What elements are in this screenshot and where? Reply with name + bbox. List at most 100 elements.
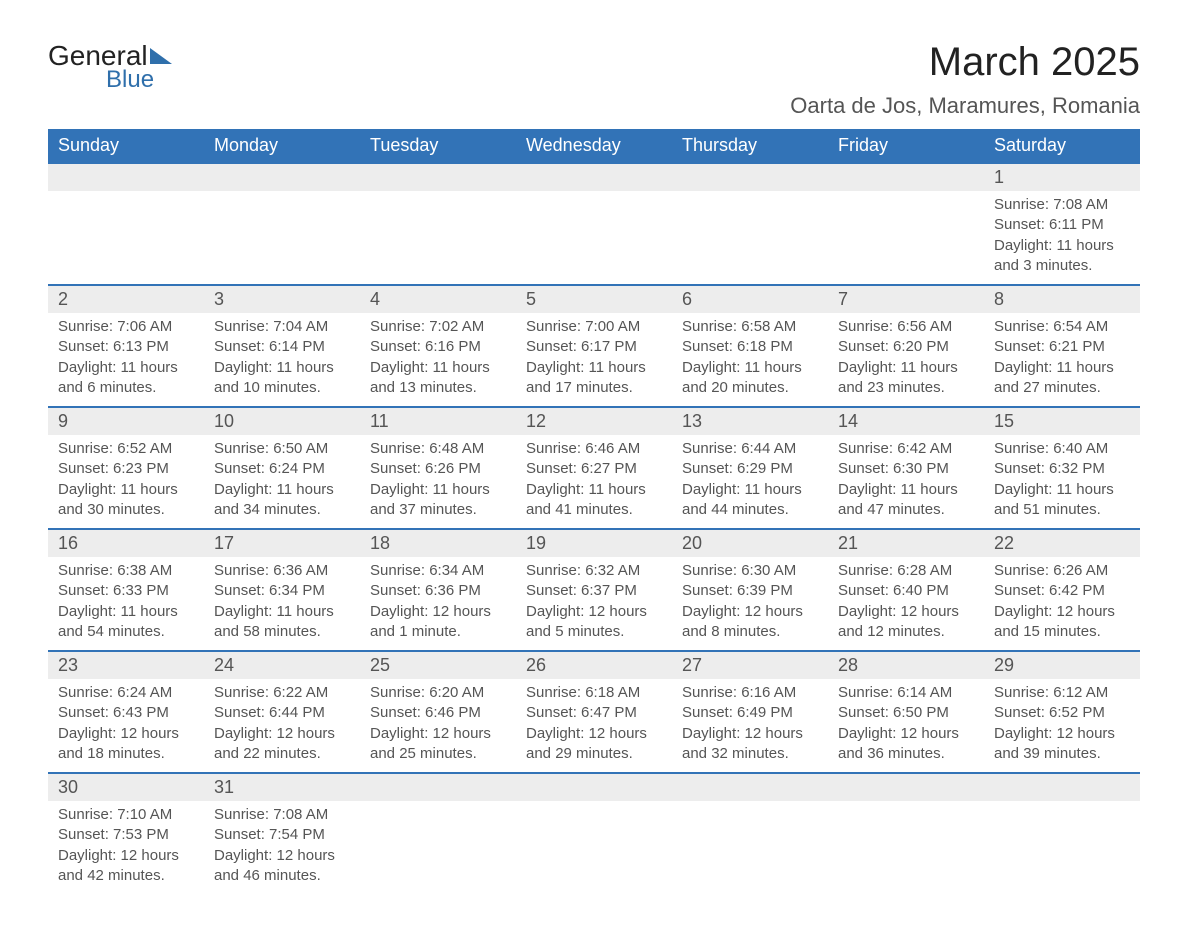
calendar-cell-daynum: 11 — [360, 407, 516, 435]
empty-day — [672, 774, 828, 801]
calendar-cell-daynum — [828, 773, 984, 801]
day-dl1: Daylight: 11 hours — [370, 358, 506, 378]
day-details: Sunrise: 6:46 AMSunset: 6:27 PMDaylight:… — [516, 435, 672, 528]
day-details: Sunrise: 6:26 AMSunset: 6:42 PMDaylight:… — [984, 557, 1140, 650]
day-details: Sunrise: 6:16 AMSunset: 6:49 PMDaylight:… — [672, 679, 828, 772]
logo: General Blue — [48, 40, 172, 94]
calendar-cell-daynum: 15 — [984, 407, 1140, 435]
day-dl2: and 39 minutes. — [994, 744, 1130, 764]
day-sunset: Sunset: 6:43 PM — [58, 703, 194, 723]
day-dl2: and 41 minutes. — [526, 500, 662, 520]
header: General Blue March 2025 Oarta de Jos, Ma… — [48, 40, 1140, 119]
day-dl2: and 27 minutes. — [994, 378, 1130, 398]
calendar-cell-details — [828, 191, 984, 285]
day-sunset: Sunset: 6:50 PM — [838, 703, 974, 723]
empty-day — [360, 164, 516, 191]
calendar-cell-daynum — [48, 163, 204, 191]
day-details: Sunrise: 6:52 AMSunset: 6:23 PMDaylight:… — [48, 435, 204, 528]
day-details: Sunrise: 6:42 AMSunset: 6:30 PMDaylight:… — [828, 435, 984, 528]
calendar-cell-details: Sunrise: 6:30 AMSunset: 6:39 PMDaylight:… — [672, 557, 828, 651]
day-dl2: and 17 minutes. — [526, 378, 662, 398]
day-dl2: and 32 minutes. — [682, 744, 818, 764]
day-details: Sunrise: 6:50 AMSunset: 6:24 PMDaylight:… — [204, 435, 360, 528]
day-sunset: Sunset: 6:18 PM — [682, 337, 818, 357]
day-number: 12 — [516, 408, 672, 435]
day-sunset: Sunset: 6:36 PM — [370, 581, 506, 601]
day-number: 28 — [828, 652, 984, 679]
calendar-cell-details: Sunrise: 6:46 AMSunset: 6:27 PMDaylight:… — [516, 435, 672, 529]
day-number: 24 — [204, 652, 360, 679]
calendar-cell-details: Sunrise: 7:10 AMSunset: 7:53 PMDaylight:… — [48, 801, 204, 894]
day-dl1: Daylight: 11 hours — [214, 602, 350, 622]
day-dl2: and 37 minutes. — [370, 500, 506, 520]
day-number: 10 — [204, 408, 360, 435]
weekday-header: Tuesday — [360, 129, 516, 163]
day-number: 9 — [48, 408, 204, 435]
day-dl1: Daylight: 12 hours — [370, 602, 506, 622]
day-sunset: Sunset: 6:52 PM — [994, 703, 1130, 723]
day-dl2: and 22 minutes. — [214, 744, 350, 764]
day-number: 22 — [984, 530, 1140, 557]
day-details: Sunrise: 6:18 AMSunset: 6:47 PMDaylight:… — [516, 679, 672, 772]
day-details: Sunrise: 6:28 AMSunset: 6:40 PMDaylight:… — [828, 557, 984, 650]
day-number: 1 — [984, 164, 1140, 191]
calendar-cell-daynum: 8 — [984, 285, 1140, 313]
day-sunset: Sunset: 6:33 PM — [58, 581, 194, 601]
title-block: March 2025 Oarta de Jos, Maramures, Roma… — [790, 40, 1140, 119]
day-details: Sunrise: 6:12 AMSunset: 6:52 PMDaylight:… — [984, 679, 1140, 772]
calendar-cell-daynum: 9 — [48, 407, 204, 435]
month-title: March 2025 — [790, 40, 1140, 85]
day-sunrise: Sunrise: 7:02 AM — [370, 317, 506, 337]
day-sunset: Sunset: 6:46 PM — [370, 703, 506, 723]
day-dl1: Daylight: 12 hours — [994, 724, 1130, 744]
day-sunrise: Sunrise: 7:08 AM — [994, 195, 1130, 215]
day-sunrise: Sunrise: 6:24 AM — [58, 683, 194, 703]
day-sunset: Sunset: 6:26 PM — [370, 459, 506, 479]
empty-day — [516, 164, 672, 191]
calendar-cell-details: Sunrise: 6:50 AMSunset: 6:24 PMDaylight:… — [204, 435, 360, 529]
calendar-week-details-row: Sunrise: 7:08 AMSunset: 6:11 PMDaylight:… — [48, 191, 1140, 285]
day-dl2: and 47 minutes. — [838, 500, 974, 520]
day-sunset: Sunset: 6:23 PM — [58, 459, 194, 479]
day-sunset: Sunset: 6:24 PM — [214, 459, 350, 479]
day-dl1: Daylight: 11 hours — [994, 480, 1130, 500]
calendar-cell-details — [360, 191, 516, 285]
day-number: 29 — [984, 652, 1140, 679]
day-dl2: and 3 minutes. — [994, 256, 1130, 276]
day-details: Sunrise: 6:32 AMSunset: 6:37 PMDaylight:… — [516, 557, 672, 650]
day-details: Sunrise: 6:44 AMSunset: 6:29 PMDaylight:… — [672, 435, 828, 528]
day-sunrise: Sunrise: 6:30 AM — [682, 561, 818, 581]
day-dl2: and 30 minutes. — [58, 500, 194, 520]
day-dl2: and 36 minutes. — [838, 744, 974, 764]
day-dl2: and 54 minutes. — [58, 622, 194, 642]
empty-day — [204, 164, 360, 191]
day-dl2: and 25 minutes. — [370, 744, 506, 764]
calendar-cell-daynum: 7 — [828, 285, 984, 313]
calendar-cell-details — [204, 191, 360, 285]
day-sunrise: Sunrise: 6:28 AM — [838, 561, 974, 581]
day-dl1: Daylight: 12 hours — [370, 724, 506, 744]
calendar-cell-daynum: 16 — [48, 529, 204, 557]
calendar-cell-details: Sunrise: 6:36 AMSunset: 6:34 PMDaylight:… — [204, 557, 360, 651]
day-sunset: Sunset: 6:11 PM — [994, 215, 1130, 235]
day-details: Sunrise: 7:00 AMSunset: 6:17 PMDaylight:… — [516, 313, 672, 406]
day-dl1: Daylight: 12 hours — [838, 602, 974, 622]
calendar-week-details-row: Sunrise: 6:24 AMSunset: 6:43 PM Daylight:… — [48, 679, 1140, 773]
day-sunset: Sunset: 6:17 PM — [526, 337, 662, 357]
calendar-cell-daynum: 23 — [48, 651, 204, 679]
day-dl1: Daylight: 12 hours — [526, 724, 662, 744]
calendar-week-daynum-row: 23242526272829 — [48, 651, 1140, 679]
calendar-cell-daynum — [204, 163, 360, 191]
day-number: 3 — [204, 286, 360, 313]
day-sunrise: Sunrise: 6:14 AM — [838, 683, 974, 703]
weekday-header: Saturday — [984, 129, 1140, 163]
day-details: Sunrise: 7:04 AMSunset: 6:14 PMDaylight:… — [204, 313, 360, 406]
day-number: 20 — [672, 530, 828, 557]
day-details: Sunrise: 6:40 AMSunset: 6:32 PMDaylight:… — [984, 435, 1140, 528]
day-dl2: and 29 minutes. — [526, 744, 662, 764]
calendar-cell-daynum: 14 — [828, 407, 984, 435]
day-details: Sunrise: 6:22 AMSunset: 6:44 PMDaylight:… — [204, 679, 360, 772]
day-sunrise: Sunrise: 6:16 AM — [682, 683, 818, 703]
day-sunrise: Sunrise: 6:44 AM — [682, 439, 818, 459]
empty-day — [360, 774, 516, 801]
